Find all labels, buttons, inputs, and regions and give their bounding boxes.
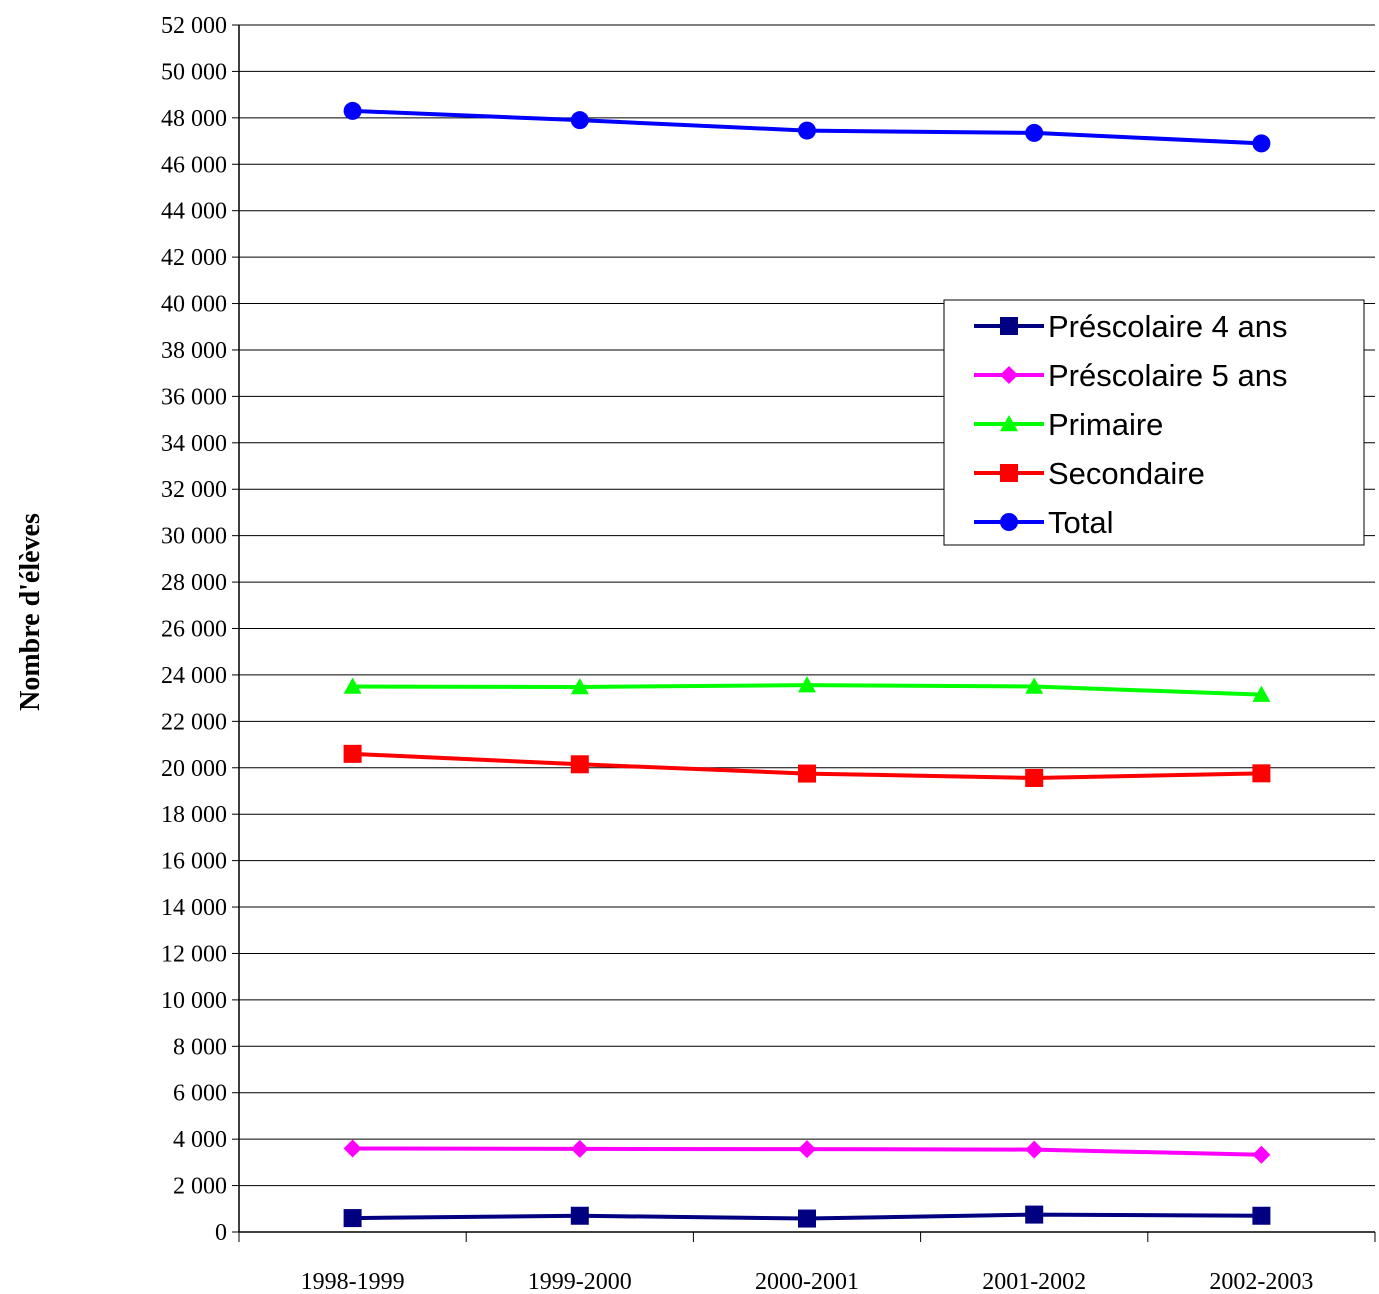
x-tick-label: 2001-2002 xyxy=(982,1269,1086,1294)
y-tick-label: 2 000 xyxy=(173,1174,227,1200)
x-tick-label: 2000-2001 xyxy=(755,1269,859,1294)
data-point-square xyxy=(1252,1206,1271,1225)
data-point-circle xyxy=(343,101,362,120)
data-point-triangle xyxy=(570,677,589,695)
y-tick-label: 50 000 xyxy=(161,59,227,85)
legend-label: Préscolaire 4 ans xyxy=(1048,309,1288,344)
series xyxy=(343,101,1271,153)
data-point-circle xyxy=(798,121,816,140)
data-point-square xyxy=(1025,1205,1044,1224)
y-tick-label: 30 000 xyxy=(161,524,227,550)
y-tick-label: 26 000 xyxy=(161,617,227,643)
legend-item: Secondaire xyxy=(974,456,1205,491)
data-point-triangle xyxy=(1252,685,1271,702)
data-point-square xyxy=(570,1206,589,1225)
axes xyxy=(232,24,1376,1242)
data-point-triangle xyxy=(798,676,816,693)
data-point-diamond xyxy=(798,1140,816,1159)
data-point-square xyxy=(1252,764,1271,783)
series xyxy=(343,744,1271,787)
y-tick-label: 0 xyxy=(215,1220,227,1246)
data-point-diamond xyxy=(343,1139,362,1158)
legend-label: Préscolaire 5 ans xyxy=(1048,358,1288,393)
y-tick-labels: 0 2 000 4 000 6 000 8 000 10 000 12 000 14 000 1… xyxy=(161,13,227,1246)
y-tick-label: 24 000 xyxy=(161,663,227,689)
data-point-circle xyxy=(1000,513,1018,531)
data-point-diamond xyxy=(1025,1140,1044,1159)
data-point-square xyxy=(570,755,589,774)
data-point-square xyxy=(798,764,816,783)
data-point-circle xyxy=(1025,123,1044,142)
y-tick-label: 44 000 xyxy=(161,199,227,225)
series xyxy=(343,1139,1271,1164)
y-tick-label: 32 000 xyxy=(161,477,227,503)
data-point-square xyxy=(1025,768,1044,787)
data-point-diamond xyxy=(1000,366,1018,384)
y-tick-label: 22 000 xyxy=(161,709,227,735)
data-point-triangle xyxy=(1025,677,1044,694)
x-tick-label: 1999-2000 xyxy=(528,1269,632,1294)
y-tick-label: 16 000 xyxy=(161,849,227,875)
data-point-triangle xyxy=(343,677,362,694)
y-tick-label: 8 000 xyxy=(173,1034,227,1060)
data-point-diamond xyxy=(570,1139,589,1158)
data-point-square xyxy=(343,744,362,763)
y-tick-label: 28 000 xyxy=(161,570,227,596)
y-tick-label: 20 000 xyxy=(161,756,227,782)
y-tick-label: 6 000 xyxy=(173,1081,227,1107)
legend-item: Préscolaire 4 ans xyxy=(974,309,1288,344)
data-point-square xyxy=(1000,317,1018,335)
data-point-circle xyxy=(570,111,589,130)
y-axis-title: Nombre d'élèves xyxy=(15,513,46,711)
x-tick-label: 1998-1999 xyxy=(301,1269,405,1294)
data-point-square xyxy=(798,1209,816,1228)
x-tick-label: 2002-2003 xyxy=(1209,1269,1313,1294)
data-point-square xyxy=(1000,464,1018,482)
data-point-square xyxy=(343,1209,362,1228)
y-tick-label: 18 000 xyxy=(161,802,227,828)
legend: Préscolaire 4 ans Préscolaire 5 ans Primai… xyxy=(943,299,1365,546)
data-point-triangle xyxy=(1000,415,1018,432)
y-tick-label: 48 000 xyxy=(161,106,227,132)
legend-label: Primaire xyxy=(1048,407,1163,442)
y-tick-label: 38 000 xyxy=(161,338,227,364)
legend-label: Secondaire xyxy=(1048,456,1205,491)
series xyxy=(343,676,1271,702)
y-tick-label: 36 000 xyxy=(161,384,227,410)
y-tick-label: 14 000 xyxy=(161,895,227,921)
y-tick-label: 46 000 xyxy=(161,152,227,178)
data-point-circle xyxy=(1252,134,1271,153)
legend-item: Préscolaire 5 ans xyxy=(974,358,1288,393)
y-tick-label: 12 000 xyxy=(161,941,227,967)
x-tick-labels: 1998-1999 1999-2000 2000-2001 2001-2002 2002… xyxy=(301,1269,1314,1294)
series-group xyxy=(343,101,1271,1228)
series xyxy=(343,1205,1271,1228)
y-tick-label: 10 000 xyxy=(161,988,227,1014)
gridlines xyxy=(239,24,1375,1187)
data-point-diamond xyxy=(1252,1145,1271,1164)
y-tick-label: 52 000 xyxy=(161,13,227,39)
y-tick-label: 40 000 xyxy=(161,292,227,318)
y-tick-label: 4 000 xyxy=(173,1127,227,1153)
y-tick-label: 42 000 xyxy=(161,245,227,271)
legend-item: Total xyxy=(974,505,1113,540)
legend-label: Total xyxy=(1048,505,1113,540)
y-tick-label: 34 000 xyxy=(161,431,227,457)
legend-item: Primaire xyxy=(974,407,1163,442)
